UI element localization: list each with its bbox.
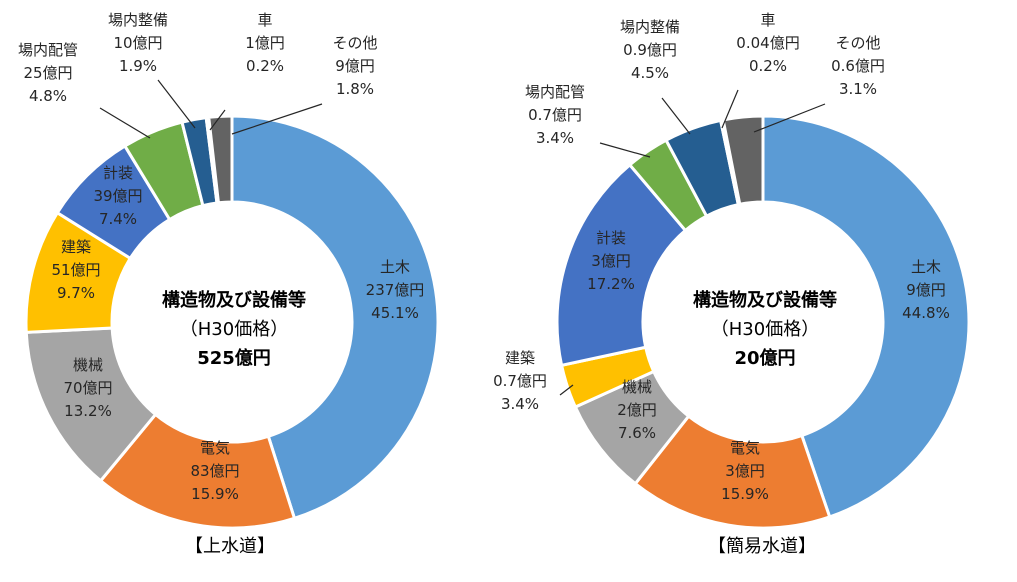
data-label-建築: 建築 0.7億円 3.4%: [493, 349, 547, 413]
data-label-その他: その他 0.6億円 3.1%: [831, 34, 885, 98]
chart-caption: 【上水道】: [185, 536, 275, 557]
donut-chart-1: 土木 237億円 45.1% 電気 83億円 15.9% 機械 70億円 13.2% 建築 51億円…: [18, 11, 440, 557]
data-label-場内整備: 場内整備 0.9億円 4.5%: [620, 18, 680, 82]
data-label-建築: 建築 51億円 9.7%: [51, 238, 100, 302]
leader-line: [599, 142, 651, 158]
data-label-場内配管: 場内配管 0.7億円 3.4%: [525, 83, 585, 147]
donut-chart-2: 土木 9億円 44.8% 電気 3億円 15.9% 機械 2億円 7.6% 建築 0.7億円 3.4%…: [493, 11, 971, 557]
leader-line: [753, 103, 826, 133]
slice-その他: [207, 114, 234, 205]
center-total: 20億円: [734, 347, 795, 369]
slice-土木: [761, 114, 971, 519]
data-label-場内整備: 場内整備 10億円 1.9%: [108, 11, 168, 75]
data-label-機械: 機械 2億円 7.6%: [617, 378, 657, 442]
data-label-計装: 計装 39億円 7.4%: [93, 164, 142, 228]
data-label-電気: 電気 83億円 15.9%: [190, 439, 239, 503]
leader-line: [157, 79, 196, 129]
center-total: 525億円: [197, 347, 271, 369]
data-label-土木: 土木 9億円 44.8%: [902, 258, 950, 322]
data-label-車: 車 0.04億円 0.2%: [736, 11, 799, 75]
leader-line: [209, 109, 226, 131]
data-label-電気: 電気 3億円 15.9%: [721, 439, 769, 503]
leader-line: [99, 107, 151, 139]
slice-その他: [721, 114, 765, 207]
leader-line: [231, 103, 323, 135]
center-title: 構造物及び設備等: [162, 289, 306, 311]
data-label-機械: 機械 70億円 13.2%: [63, 356, 112, 420]
slice-土木: [230, 114, 440, 521]
center-subtitle: （H30価格）: [180, 319, 288, 340]
center-title: 構造物及び設備等: [693, 289, 837, 311]
data-label-場内配管: 場内配管 25億円 4.8%: [18, 41, 78, 105]
center-subtitle: （H30価格）: [711, 319, 819, 340]
data-label-その他: その他 9億円 1.8%: [332, 34, 377, 98]
leader-line: [721, 89, 739, 129]
data-label-車: 車 1億円 0.2%: [245, 11, 285, 75]
leader-line: [661, 97, 691, 135]
chart-caption: 【簡易水道】: [708, 536, 816, 557]
data-label-土木: 土木 237億円 45.1%: [366, 258, 425, 322]
leader-line: [559, 384, 574, 396]
data-label-計装: 計装 3億円 17.2%: [587, 229, 635, 293]
